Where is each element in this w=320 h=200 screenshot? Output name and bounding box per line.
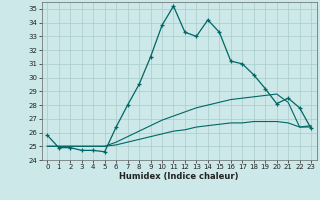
X-axis label: Humidex (Indice chaleur): Humidex (Indice chaleur) <box>119 172 239 181</box>
